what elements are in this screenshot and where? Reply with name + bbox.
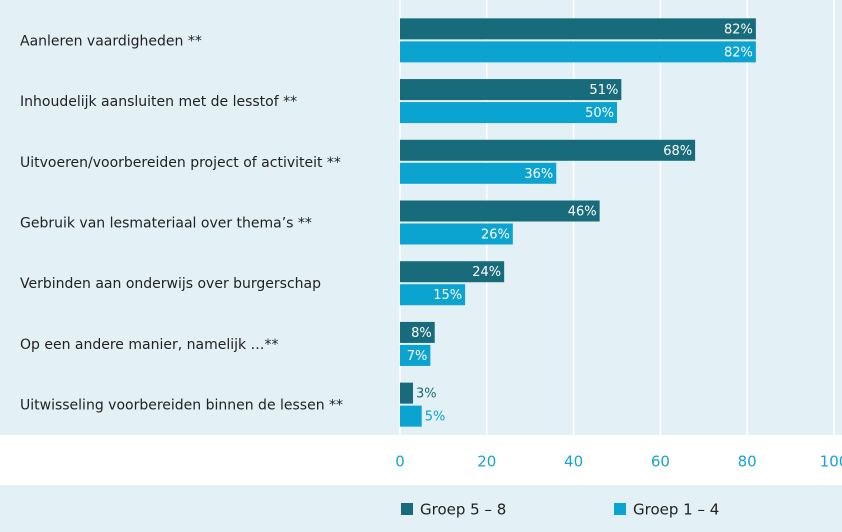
data-label: 36% xyxy=(524,167,553,182)
data-label: 24% xyxy=(472,265,501,280)
bar xyxy=(400,284,466,306)
data-label: 7% xyxy=(407,349,428,364)
bar xyxy=(400,102,617,124)
data-label: 3% xyxy=(416,387,437,402)
bar xyxy=(400,162,557,184)
x-tick-label: 60 xyxy=(651,453,670,471)
bar xyxy=(400,321,435,343)
legend-label: Groep 1 – 4 xyxy=(633,501,719,519)
category-label: Aanleren vaardigheden ** xyxy=(20,33,202,49)
legend-background xyxy=(0,485,842,532)
legend-label: Groep 5 – 8 xyxy=(420,501,506,519)
data-label: 26% xyxy=(481,228,510,243)
category-label: Uitvoeren/voorbereiden project of activi… xyxy=(20,155,341,171)
data-label: 5% xyxy=(425,410,446,425)
x-tick-label: 20 xyxy=(477,453,496,471)
bar xyxy=(400,41,756,63)
x-tick-label: 0 xyxy=(395,453,405,471)
category-label: Op een andere manier, namelijk …** xyxy=(20,337,279,353)
data-label: 50% xyxy=(585,106,614,121)
bar xyxy=(400,79,622,101)
data-label: 82% xyxy=(724,45,753,60)
bar xyxy=(400,405,422,427)
category-label: Gebruik van lesmateriaal over thema’s ** xyxy=(20,216,312,232)
data-label: 68% xyxy=(663,144,692,159)
data-label: 82% xyxy=(724,22,753,37)
category-label: Verbinden aan onderwijs over burgerschap xyxy=(20,276,321,292)
x-tick-label: 40 xyxy=(564,453,583,471)
x-tick-label: 80 xyxy=(738,453,757,471)
bar xyxy=(400,344,431,366)
bar xyxy=(400,139,696,161)
bar xyxy=(400,200,600,222)
bar xyxy=(400,223,513,245)
category-label: Inhoudelijk aansluiten met de lesstof ** xyxy=(20,94,297,110)
bar xyxy=(400,261,505,283)
bar xyxy=(400,382,414,404)
data-label: 8% xyxy=(411,326,432,341)
legend-swatch xyxy=(614,503,626,515)
x-tick-label: 100 xyxy=(820,453,842,471)
legend-swatch xyxy=(401,503,413,515)
bar xyxy=(400,18,756,40)
category-label: Uitwisseling voorbereiden binnen de less… xyxy=(20,398,343,414)
data-label: 15% xyxy=(433,288,462,303)
data-label: 51% xyxy=(589,83,618,98)
data-label: 46% xyxy=(568,205,597,220)
